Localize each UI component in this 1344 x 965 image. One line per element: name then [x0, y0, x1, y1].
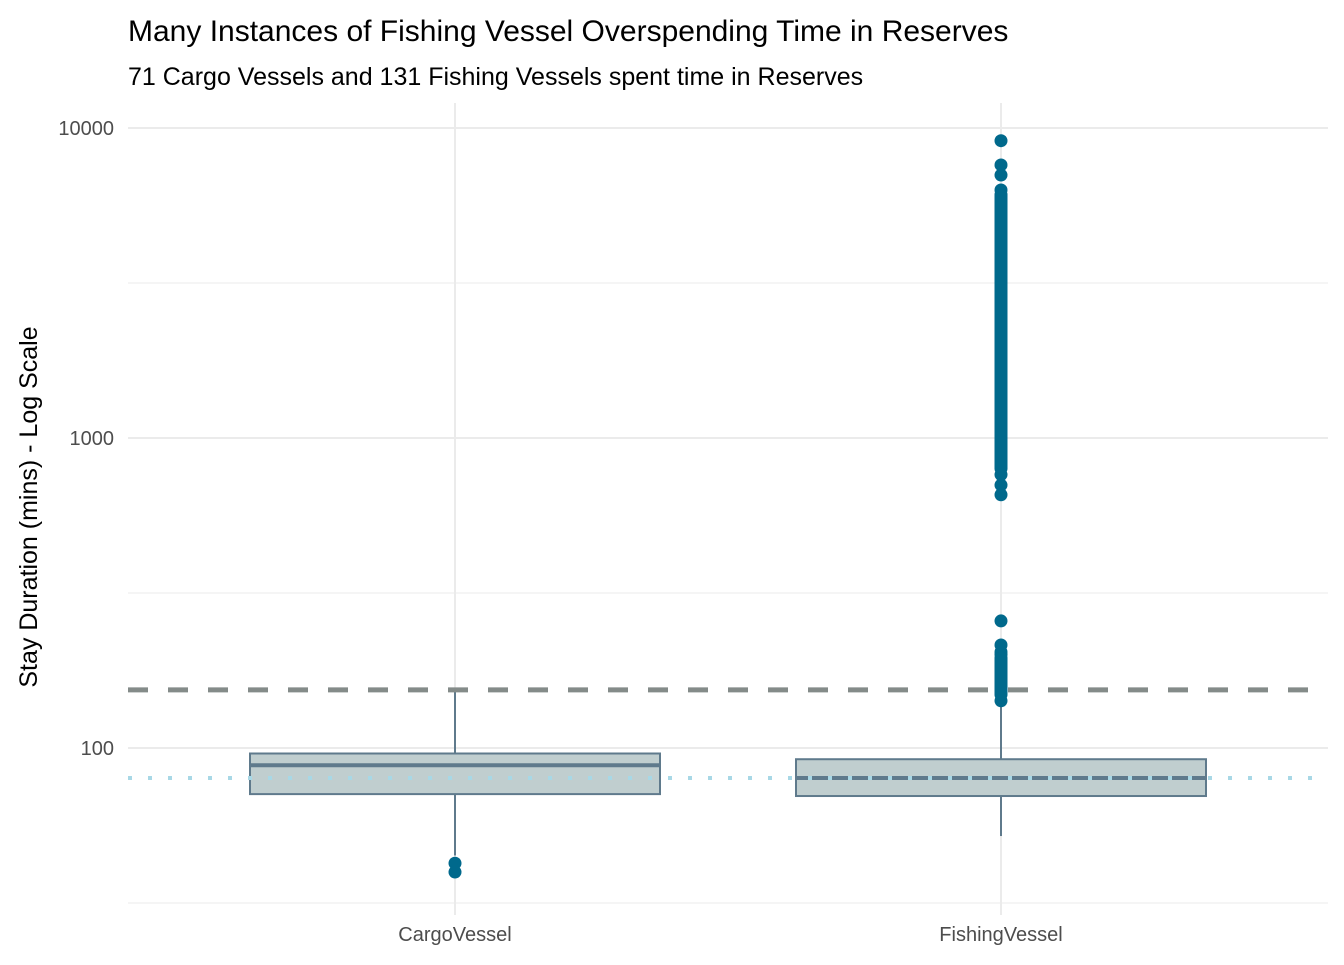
outlier-point — [994, 488, 1008, 502]
outlier-point — [994, 614, 1008, 628]
y-axis-label: Stay Duration (mins) - Log Scale — [15, 326, 43, 687]
x-axis-ticks: CargoVessel FishingVessel — [398, 924, 1062, 946]
y-tick-label: 100 — [81, 738, 114, 760]
outlier-point — [994, 168, 1008, 182]
y-tick-label: 1000 — [70, 428, 115, 450]
boxes — [249, 689, 1207, 856]
reference-lines — [128, 687, 1328, 781]
outlier-point — [994, 638, 1008, 652]
outlier-points — [448, 134, 1008, 879]
outlier-point — [448, 865, 462, 879]
chart-title: Many Instances of Fishing Vessel Overspe… — [128, 15, 1008, 48]
y-axis-ticks: 100 1000 10000 — [58, 118, 114, 760]
outlier-band — [994, 189, 1008, 475]
box-CargoVessel — [249, 752, 661, 796]
grid-lines — [128, 103, 1328, 915]
outlier-point — [994, 478, 1008, 492]
outlier-band — [994, 652, 1008, 701]
x-tick-label: CargoVessel — [398, 924, 511, 946]
x-tick-label: FishingVessel — [939, 924, 1062, 946]
outlier-point — [994, 158, 1008, 172]
y-tick-label: 10000 — [58, 118, 114, 140]
chart-subtitle: 71 Cargo Vessels and 131 Fishing Vessels… — [128, 63, 863, 91]
outlier-point — [994, 134, 1008, 148]
